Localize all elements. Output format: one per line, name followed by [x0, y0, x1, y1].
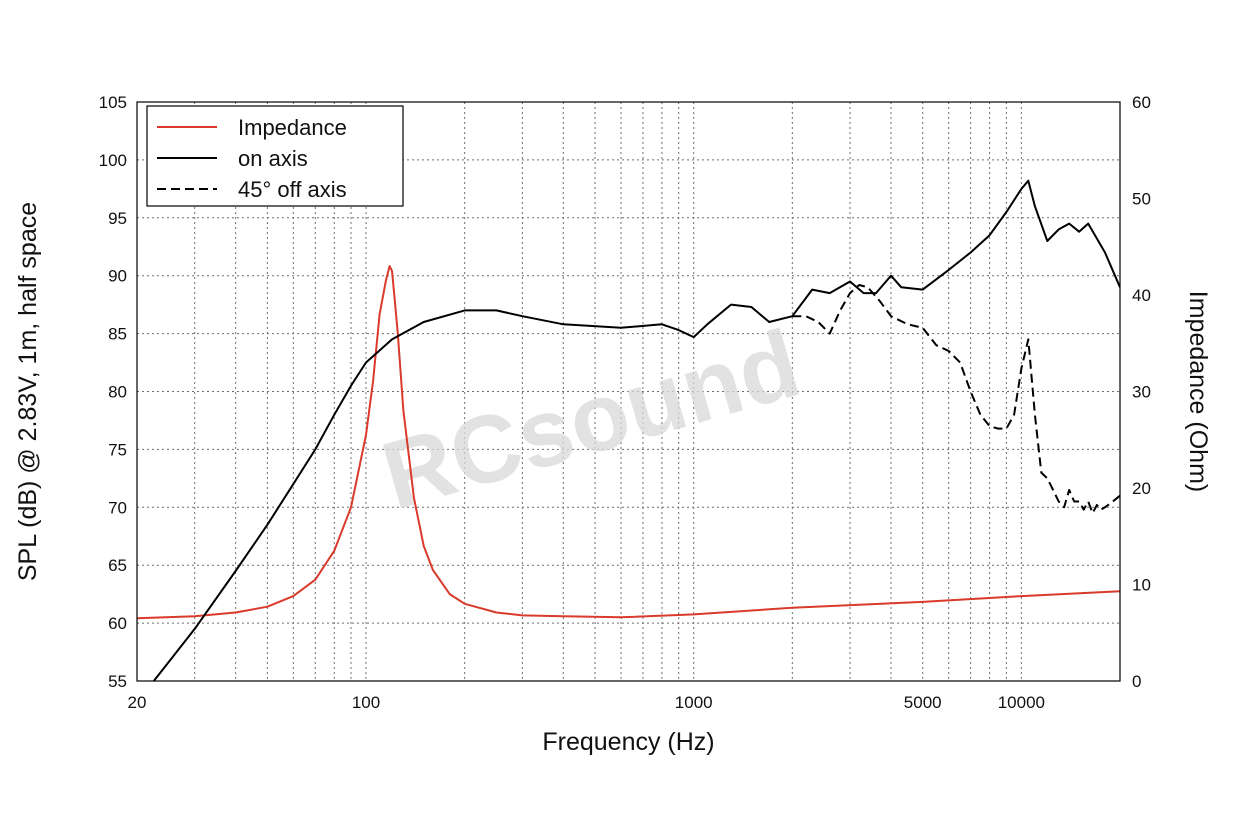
- legend: Impedance on axis 45° off axis: [146, 105, 404, 207]
- series-line-3: [792, 284, 1120, 515]
- x-tick-label: 10000: [998, 693, 1045, 712]
- y2-tick-label: 10: [1132, 576, 1151, 595]
- y-tick-label: 55: [108, 672, 127, 691]
- y2-tick-label: 20: [1132, 479, 1151, 498]
- legend-label: on axis: [238, 146, 308, 171]
- y-tick-label: 60: [108, 614, 127, 633]
- y2-axis-title: Impedance (Ohm): [1184, 291, 1212, 492]
- y2-tick-label: 40: [1132, 286, 1151, 305]
- legend-label: 45° off axis: [238, 177, 347, 202]
- y2-tick-label: 50: [1132, 190, 1151, 209]
- y-tick-label: 85: [108, 325, 127, 344]
- x-tick-label: 100: [352, 693, 380, 712]
- legend-label: Impedance: [238, 115, 347, 140]
- series-layer: [137, 179, 1120, 681]
- axis-ticks: 20 100 1000 5000 100005560657075808590951001…: [99, 93, 1151, 712]
- y-tick-label: 95: [108, 209, 127, 228]
- y-tick-label: 75: [108, 440, 127, 459]
- plot-frame: [136, 101, 1121, 682]
- x-tick-label: 5000: [904, 693, 942, 712]
- y-tick-label: 80: [108, 383, 127, 402]
- x-axis-title: Frequency (Hz): [542, 728, 714, 756]
- y2-tick-label: 0: [1132, 672, 1141, 691]
- y2-tick-label: 60: [1132, 93, 1151, 112]
- y-tick-label: 105: [99, 93, 127, 112]
- y2-tick-label: 30: [1132, 383, 1151, 402]
- series-line-1: [137, 265, 1120, 620]
- series-line-2: [153, 179, 1120, 681]
- y-tick-label: 65: [108, 556, 127, 575]
- y-tick-label: 70: [108, 498, 127, 517]
- y-axis-title: SPL (dB) @ 2.83V, 1m, half space: [14, 202, 42, 581]
- x-tick-label: 20: [128, 693, 147, 712]
- y-tick-label: 100: [99, 151, 127, 170]
- x-tick-label: 1000: [675, 693, 713, 712]
- y-tick-label: 90: [108, 267, 127, 286]
